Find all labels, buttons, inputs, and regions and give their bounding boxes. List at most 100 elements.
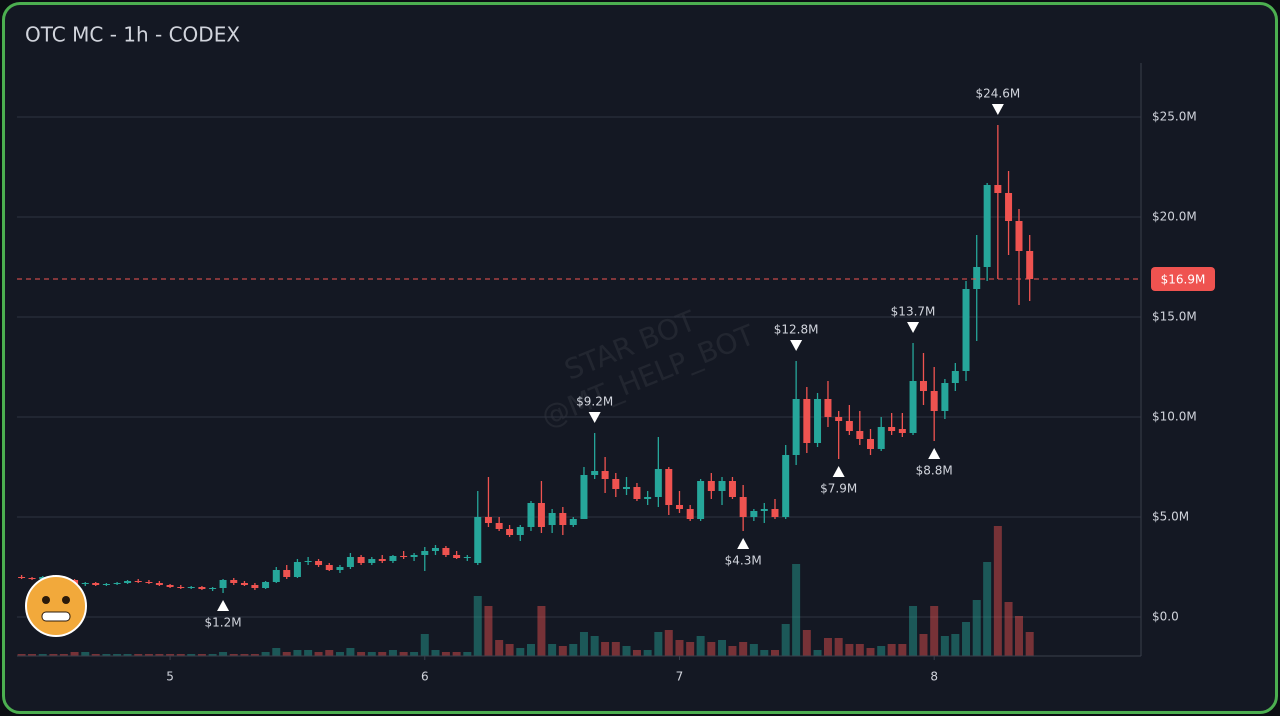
annotation-marker: [991, 104, 1004, 115]
candle-body: [81, 583, 89, 584]
volume-bar: [28, 654, 37, 656]
volume-bar: [346, 648, 355, 656]
candle-body: [187, 587, 195, 588]
volume-bar: [834, 638, 843, 656]
volume-bar: [187, 654, 196, 656]
last-price-label: $16.9M: [1161, 273, 1206, 287]
volume-bar: [516, 648, 525, 656]
volume-bar: [325, 650, 334, 656]
volume-bar: [940, 636, 949, 656]
logo-eye: [62, 596, 70, 604]
candle-body: [209, 588, 217, 589]
volume-bar: [420, 634, 429, 656]
candle-body: [400, 556, 408, 557]
volume-bar: [378, 652, 387, 656]
candle-body: [453, 555, 461, 558]
candle-body: [336, 567, 344, 570]
candle-body: [155, 583, 163, 585]
volume-bar: [760, 650, 769, 656]
volume-bar: [229, 654, 238, 656]
candle-body: [856, 431, 864, 439]
candle-body: [219, 580, 227, 588]
volume-bar: [601, 642, 610, 656]
x-tick-label: 6: [421, 670, 429, 684]
candle-body: [728, 481, 736, 497]
candle-body: [612, 479, 620, 489]
candle-body: [325, 565, 333, 570]
candle-body: [941, 383, 949, 411]
volume-bar: [686, 642, 695, 656]
volume-bar: [473, 596, 482, 656]
volume-bar: [781, 624, 790, 656]
candle-body: [877, 427, 885, 449]
candle-body: [378, 559, 386, 561]
candle-body: [548, 513, 556, 525]
candle-body: [1005, 193, 1013, 221]
candle-body: [1015, 221, 1023, 251]
volume-bar: [388, 650, 397, 656]
volume-bar: [357, 652, 366, 656]
logo-circle: [25, 575, 87, 637]
candle-body: [283, 570, 291, 577]
annotation-label: $12.8M: [774, 323, 819, 337]
annotation-marker: [737, 538, 750, 549]
volume-bar: [569, 644, 578, 656]
candle-body: [272, 570, 280, 582]
candle-body: [983, 185, 991, 267]
plot: [17, 116, 1141, 656]
candle-body: [262, 582, 270, 588]
annotation-marker: [907, 322, 920, 333]
volume-bar: [611, 642, 620, 656]
candle-body: [28, 578, 36, 579]
y-tick-label: $0.0: [1152, 610, 1179, 624]
chart-title: OTC MC - 1h - CODEX: [25, 23, 240, 47]
logo-grin: [41, 611, 71, 622]
candle-body: [803, 399, 811, 443]
candle-body: [898, 429, 906, 433]
candle-body: [537, 503, 545, 527]
annotation-label: $4.3M: [725, 554, 762, 568]
volume-bar: [123, 654, 132, 656]
candle-body: [718, 481, 726, 491]
candle-body: [484, 517, 492, 523]
candle-body: [516, 527, 524, 535]
volume-bar: [887, 644, 896, 656]
y-tick-label: $25.0M: [1152, 110, 1197, 124]
volume-bar: [1004, 602, 1013, 656]
volume-bar: [197, 654, 206, 656]
candle-body: [124, 581, 132, 583]
candle-body: [506, 529, 514, 535]
y-tick-label: $10.0M: [1152, 410, 1197, 424]
candle-body: [909, 381, 917, 433]
candle-body: [814, 399, 822, 443]
volume-bar: [240, 654, 249, 656]
volume-bar: [261, 652, 270, 656]
volume-bar: [272, 648, 281, 656]
volume-bar: [696, 636, 705, 656]
annotation-marker: [217, 600, 230, 611]
candle-body: [665, 469, 673, 505]
candle-body: [771, 509, 779, 517]
volume-bar: [176, 654, 185, 656]
volume-bar: [866, 648, 875, 656]
candle-body: [591, 471, 599, 475]
annotation-label: $7.9M: [820, 482, 857, 496]
candle-body: [654, 469, 662, 497]
volume-bar: [59, 654, 68, 656]
volume-bar: [441, 652, 450, 656]
volume-bar: [930, 606, 939, 656]
candle-body: [474, 517, 482, 563]
candle-body: [421, 551, 429, 555]
annotation-marker: [588, 412, 601, 423]
volume-bar: [993, 526, 1002, 656]
volume-bar: [855, 644, 864, 656]
volume-bar: [749, 644, 758, 656]
volume-bar: [219, 652, 228, 656]
volume-bar: [293, 650, 302, 656]
candle-body: [198, 587, 206, 589]
volume-bar: [113, 654, 122, 656]
annotation-marker: [832, 466, 845, 477]
volume-bar: [484, 606, 493, 656]
